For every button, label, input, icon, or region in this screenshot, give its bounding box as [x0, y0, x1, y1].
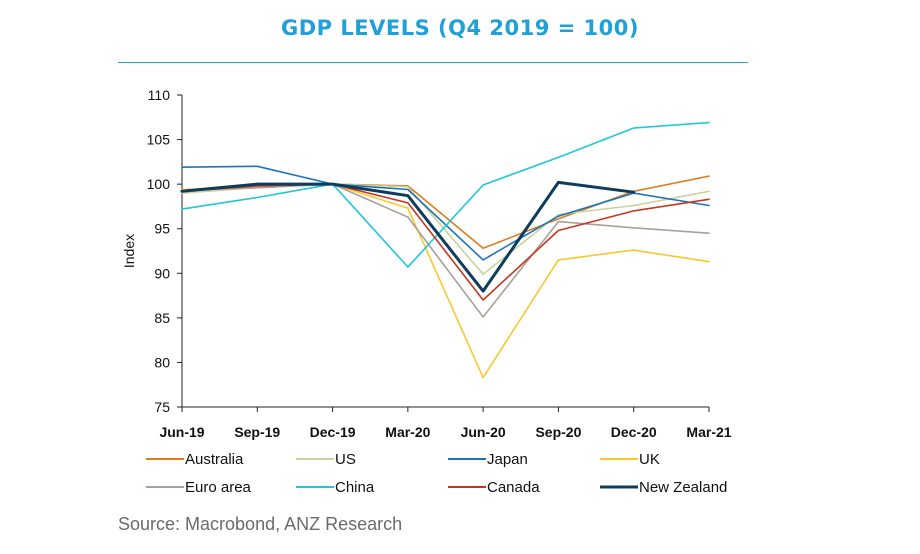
legend-label-euro-area: Euro area: [185, 479, 252, 496]
x-tick-label: Mar-21: [686, 424, 731, 440]
y-axis-label: Index: [121, 234, 137, 268]
chart-series: [180, 121, 710, 379]
legend-label-japan: Japan: [487, 451, 528, 468]
legend-label-new-zealand: New Zealand: [639, 479, 727, 496]
x-tick-label: Dec-19: [310, 424, 356, 440]
legend-label-australia: Australia: [185, 451, 244, 468]
legend-label-china: China: [335, 479, 375, 496]
chart-legend: Australia US Japan UK Euro area China Canada Ne…: [146, 451, 727, 496]
y-tick-label: 90: [154, 265, 170, 281]
x-tick-label: Sep-19: [234, 424, 280, 440]
series-line-japan: [181, 165, 710, 261]
series-line-china: [181, 121, 710, 268]
series-line-uk: [181, 183, 710, 379]
x-tick-label: Jun-19: [159, 424, 204, 440]
y-tick-label: 75: [154, 399, 170, 415]
y-tick-label: 80: [154, 354, 170, 370]
y-tick-label: 85: [154, 310, 170, 326]
series-line-new-zealand: [180, 180, 636, 293]
y-tick-label: 95: [154, 221, 170, 237]
x-tick-label: Sep-20: [535, 424, 581, 440]
legend-label-uk: UK: [639, 451, 660, 468]
x-tick-label: Dec-20: [611, 424, 657, 440]
y-tick-label: 105: [147, 132, 171, 148]
chart-title: GDP LEVELS (Q4 2019 = 100): [281, 16, 639, 40]
source-note: Source: Macrobond, ANZ Research: [118, 514, 403, 534]
x-tick-label: Mar-20: [385, 424, 430, 440]
title-divider: [118, 62, 748, 63]
y-tick-label: 100: [147, 176, 171, 192]
legend-label-canada: Canada: [487, 479, 540, 496]
series-line-euro-area: [181, 183, 710, 318]
y-tick-label: 110: [148, 87, 171, 103]
legend-label-us: US: [335, 451, 356, 468]
chart-axes: 75 80 85 90 95 100 105 110 Jun-19 Sep-19 Dec-19 Mar…: [121, 87, 732, 440]
x-tick-label: Jun-20: [461, 424, 506, 440]
